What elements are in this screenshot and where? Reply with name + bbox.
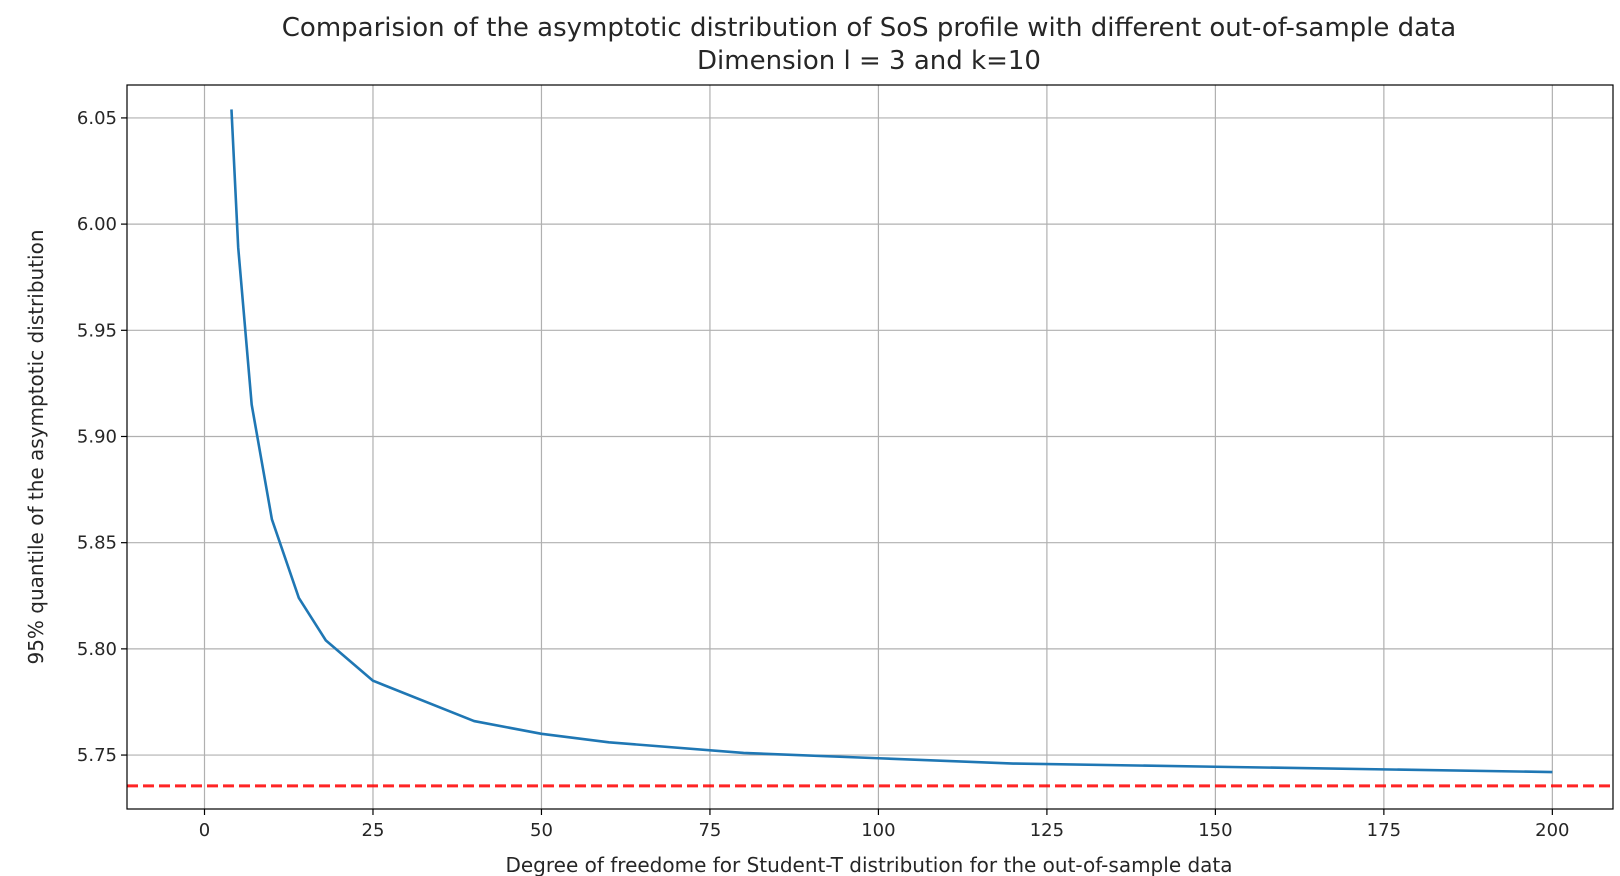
plot-frame <box>126 84 1614 810</box>
x-tick-label: 200 <box>1535 820 1569 841</box>
y-tick-label: 5.80 <box>77 639 117 660</box>
series-line-0 <box>230 109 1553 774</box>
x-tick-label: 175 <box>1367 820 1401 841</box>
grid <box>127 85 1613 809</box>
y-tick-label: 6.05 <box>77 108 117 129</box>
chart-title: Comparision of the asymptotic distributi… <box>282 13 1456 43</box>
x-tick-label: 25 <box>362 820 385 841</box>
y-tick-label: 5.85 <box>77 533 117 554</box>
x-tick-label: 75 <box>698 820 721 841</box>
x-axis-label: Degree of freedome for Student-T distrib… <box>505 853 1232 876</box>
chart-subtitle: Dimension l = 3 and k=10 <box>697 46 1041 76</box>
x-tick-label: 50 <box>530 820 553 841</box>
x-tick-label: 100 <box>861 820 895 841</box>
x-ticks: 0 25 50 75 100 125 150 175 200 <box>199 809 1570 841</box>
y-tick-label: 5.90 <box>77 426 117 447</box>
y-tick-label: 5.95 <box>77 320 117 341</box>
x-tick-label: 0 <box>199 820 210 841</box>
y-axis-label: 95% quantile of the asymptotic distribut… <box>24 229 48 664</box>
x-tick-label: 150 <box>1198 820 1232 841</box>
series-layer <box>127 109 1613 788</box>
y-ticks: 5.75 5.80 5.85 5.90 5.95 6.00 6.05 <box>77 108 127 766</box>
y-tick-label: 5.75 <box>77 745 117 766</box>
y-tick-label: 6.00 <box>77 214 117 235</box>
x-tick-label: 125 <box>1030 820 1064 841</box>
